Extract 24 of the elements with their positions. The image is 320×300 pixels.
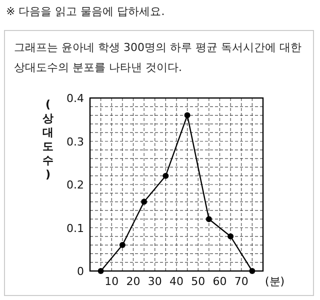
point [141,198,148,205]
x-tick-label: 50 [191,275,206,288]
x-tick-label: 10 [104,275,119,288]
y-tick-label: 0.4 [66,92,84,105]
x-tick-label: 30 [148,275,162,288]
y-tick-label: 0 [77,265,84,278]
y-tick-label: 0.3 [66,135,84,148]
point [249,268,256,274]
text: ※ 다음을 읽고 물음에 답하세요. [6,4,165,19]
point [228,233,234,240]
y-tick-label: 0.2 [66,178,84,192]
x-axis-title: (분) [265,275,285,288]
point [119,242,126,248]
x-tick-label: 40 [170,275,184,288]
y-axis-title: (상대도수) [42,98,54,181]
point [184,112,190,118]
chart-title: 그래프는 윤아네 학생 300명의 하루 평균 독서시간에 대한 상대도수의 분포를 나타낸 것이다. [14,40,302,76]
x-tick-label: 20 [126,275,140,288]
y-tick-label: 0.1 [66,222,84,235]
point [98,268,104,274]
x-tick-label: 70 [234,275,248,288]
point [162,172,169,179]
point [206,216,212,222]
x-tick-label: 60 [212,275,227,288]
